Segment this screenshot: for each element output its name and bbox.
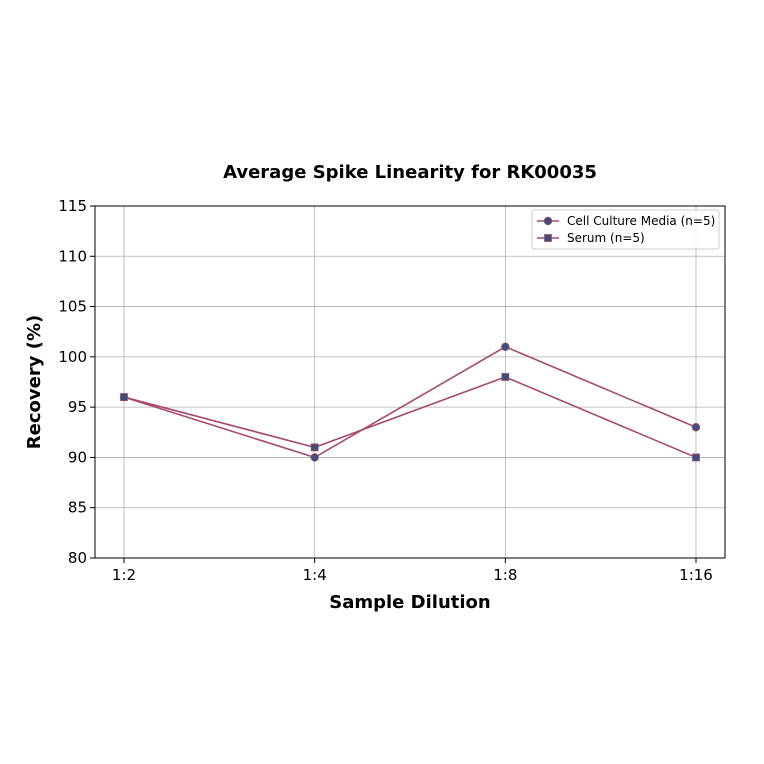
legend-marker <box>544 234 552 242</box>
y-tick-label: 100 <box>58 348 87 366</box>
data-point <box>501 342 510 351</box>
legend-marker <box>543 216 553 226</box>
data-point <box>501 373 510 381</box>
x-tick-label: 1:2 <box>112 566 136 584</box>
x-tick-label: 1:16 <box>679 566 713 584</box>
legend-label: Cell Culture Media (n=5) <box>567 214 715 228</box>
legend: Cell Culture Media (n=5) Serum (n=5) <box>531 209 720 250</box>
data-point <box>310 453 319 462</box>
y-tick-label: 90 <box>68 448 87 466</box>
y-tick-label: 85 <box>68 499 87 517</box>
y-tick-label: 95 <box>68 398 87 416</box>
plot-frame <box>94 205 726 559</box>
series-line <box>123 345 697 459</box>
series-line <box>123 376 697 459</box>
series-2 <box>120 373 700 462</box>
tick-layer: 1:2 1:4 1:8 1:16 80 85 90 95 100 105 110 115 <box>58 197 712 584</box>
grid-layer <box>95 205 725 559</box>
x-tick-label: 1:8 <box>493 566 517 584</box>
data-point <box>692 453 700 462</box>
y-tick-label: 110 <box>58 247 87 265</box>
chart-title: Average Spike Linearity for RK00035 <box>223 162 597 183</box>
x-tick-label: 1:4 <box>303 566 327 584</box>
y-tick-label: 105 <box>58 298 87 316</box>
y-tick-label: 80 <box>68 549 87 567</box>
legend-box <box>531 209 720 250</box>
legend-item: Cell Culture Media (n=5) <box>537 214 715 228</box>
data-point <box>691 423 701 432</box>
x-axis-label: Sample Dilution <box>329 592 490 613</box>
y-tick-label: 115 <box>58 197 87 215</box>
series-1 <box>119 342 701 462</box>
series-layer <box>119 342 701 462</box>
y-axis-label: Recovery (%) <box>24 315 45 449</box>
legend-label: Serum (n=5) <box>567 231 645 245</box>
data-point <box>120 393 128 401</box>
legend-item: Serum (n=5) <box>537 231 645 245</box>
data-point <box>310 443 319 452</box>
